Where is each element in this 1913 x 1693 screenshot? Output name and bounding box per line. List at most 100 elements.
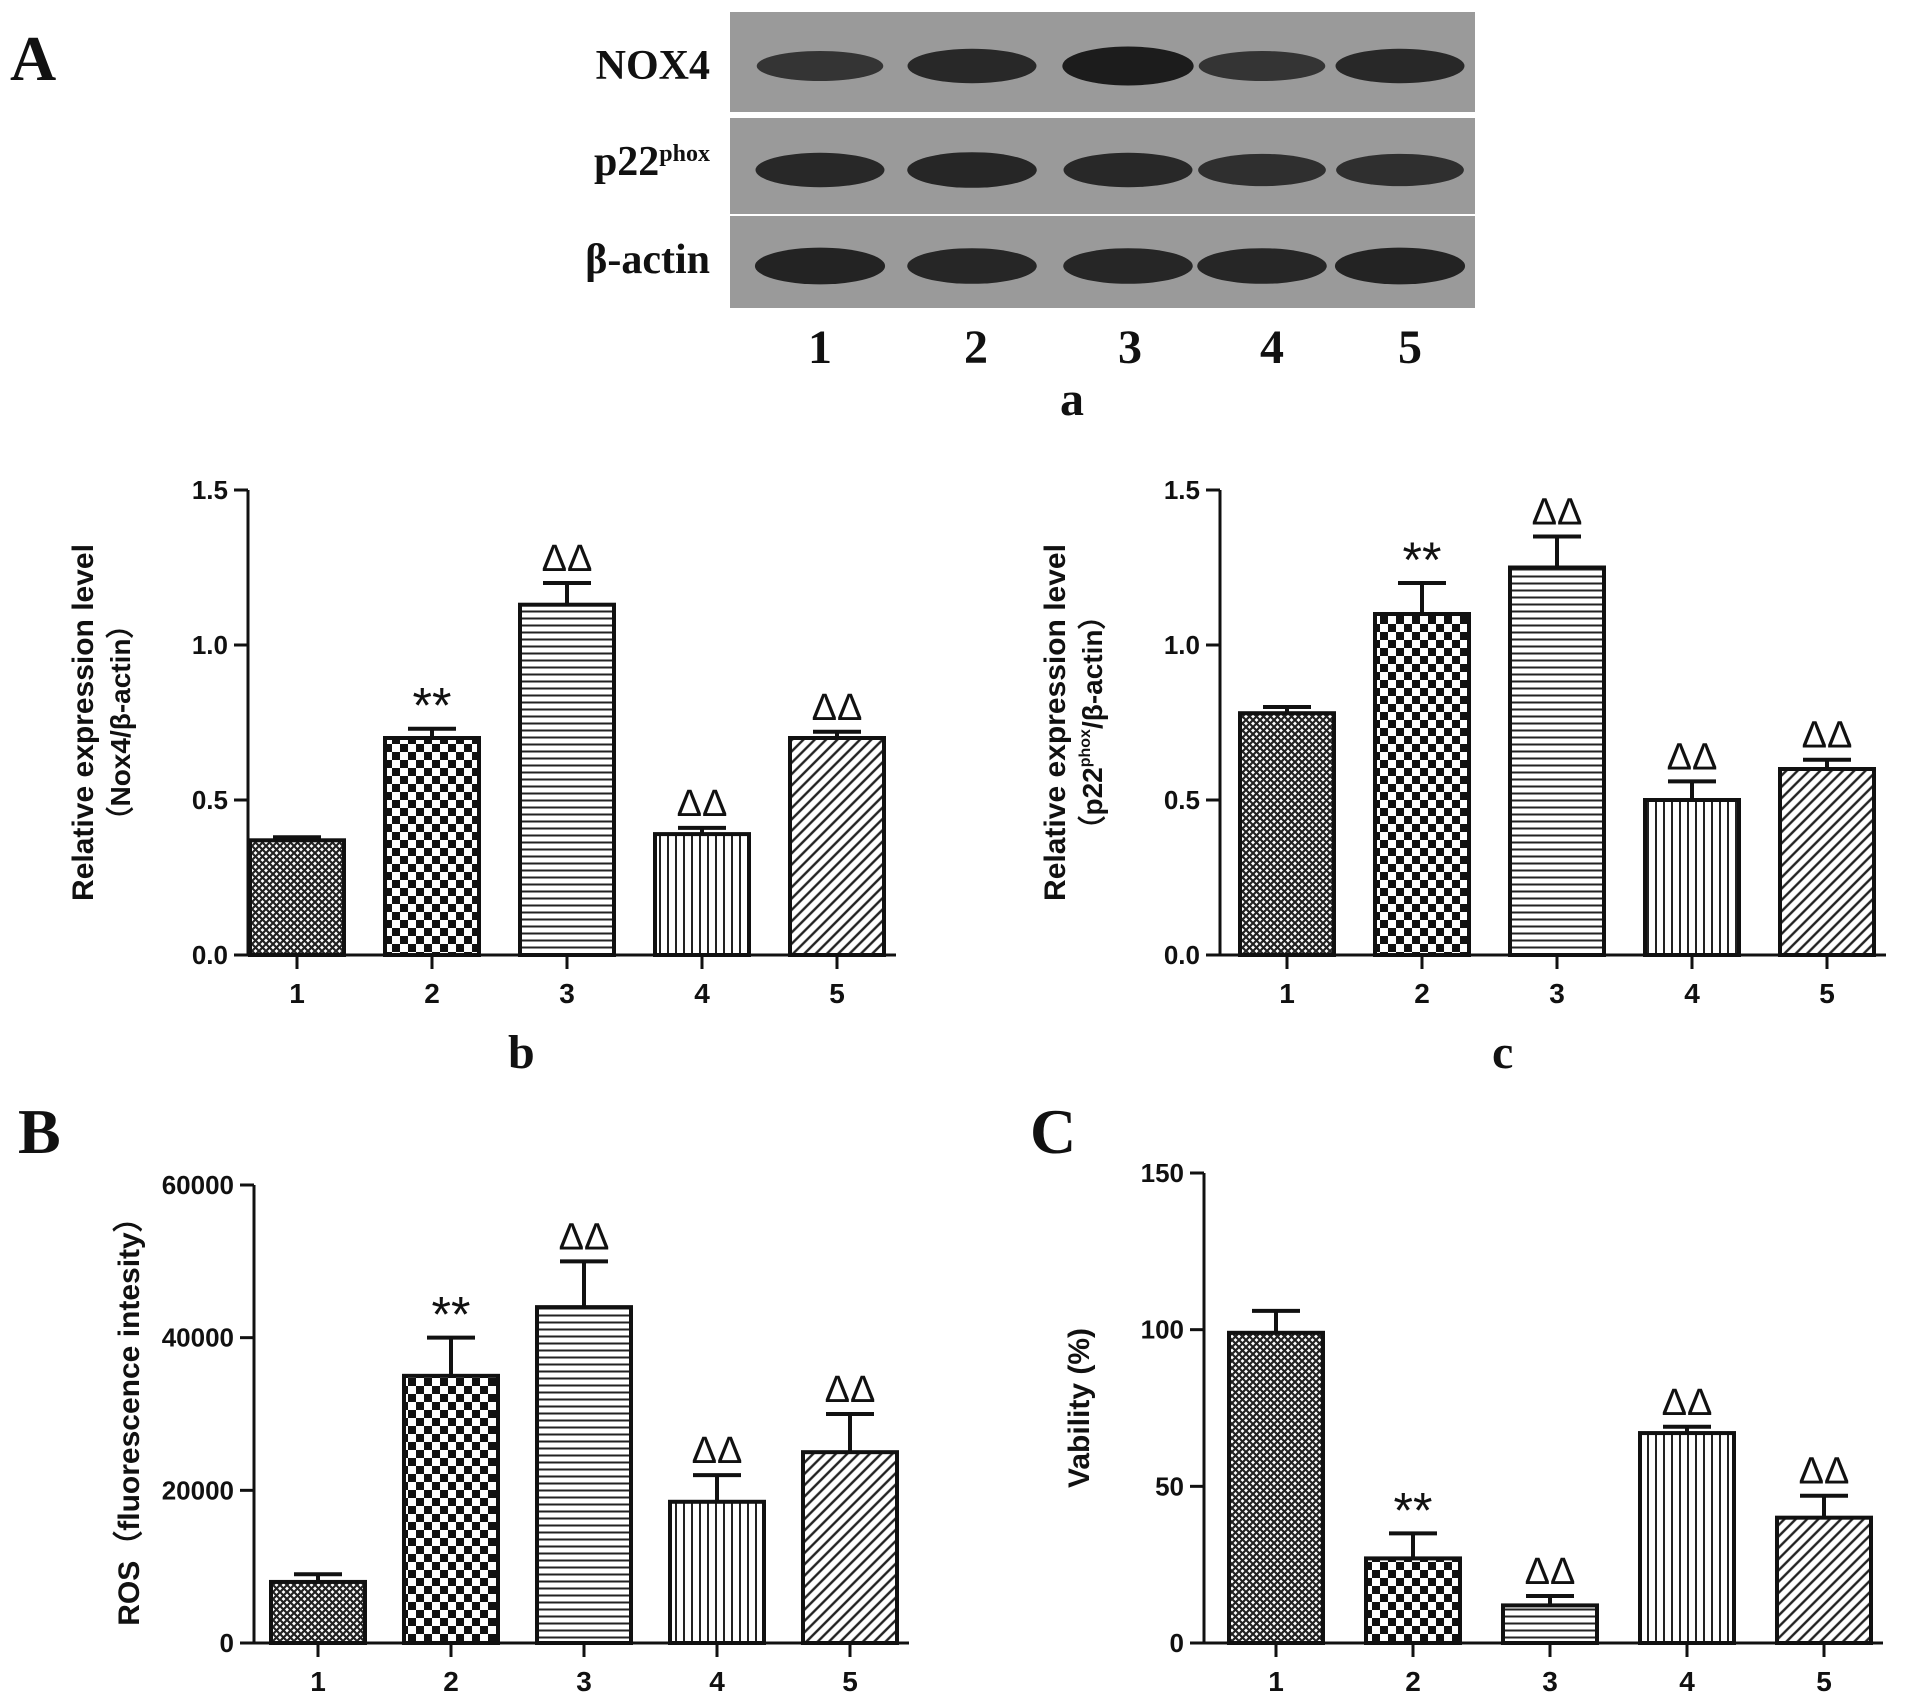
bar-1 [269,1579,367,1645]
bar-3 [1508,565,1606,957]
x-tick-label: 3 [1542,1666,1558,1693]
x-tick-label: 3 [576,1666,592,1693]
x-tick-label: 5 [829,978,845,1009]
bar-5 [788,736,886,957]
blot-band-r2-lane2 [907,152,1037,188]
blot-lane-1: 1 [808,321,832,374]
y-tick-label: 100 [1141,1315,1184,1345]
panel-label-c: C [1030,1096,1077,1167]
blot-band-r3-lane4 [1197,248,1327,284]
y-axis-label-sub: （Nox4/β-actin） [104,610,136,834]
blot-band-r1-lane2 [907,48,1037,84]
y-tick-label: 1.5 [192,475,228,505]
blot-band-r3-lane2 [907,248,1037,284]
x-tick-label: 3 [1549,978,1565,1009]
bar-3 [535,1305,633,1645]
subpanel-label-b: b [508,1026,535,1079]
blot-band-r2-lane1 [755,152,885,188]
y-axis-label: ROS（fluorescence intesity） [112,1202,146,1625]
y-tick-label: 0.5 [1164,785,1200,815]
blot-band-r1-lane4 [1198,50,1326,82]
y-tick-label: 40000 [162,1323,234,1353]
y-tick-label: 150 [1141,1158,1184,1188]
bar-chart-viability: 0 50 100 150 1 ** 2 ΔΔ 3 ΔΔ 4 ΔΔ 5 Vability (%) [1063,1158,1883,1693]
panel-label-b: B [18,1096,61,1167]
x-tick-label: 2 [443,1666,459,1693]
bar-2 [402,1373,500,1645]
x-tick-label: 1 [310,1666,326,1693]
blot-label-p22phox: p22phox [593,139,710,185]
significance-label-2: ** [413,678,452,734]
bar-2 [383,736,481,957]
x-tick-label: 5 [1816,1666,1832,1693]
blot-band-r3-lane3 [1063,248,1193,284]
blot-band-r1-lane3 [1062,46,1194,86]
bar-4 [1638,1431,1736,1646]
bar-1 [248,838,346,957]
y-axis-label-sub: （p22phox/β-actin） [1076,601,1108,843]
x-tick-label: 1 [1268,1666,1284,1693]
y-tick-label: 1.5 [1164,475,1200,505]
significance-label-2: ** [1394,1482,1433,1538]
y-tick-label: 0.5 [192,785,228,815]
significance-label-5: ΔΔ [1799,1451,1850,1493]
bar-3 [1501,1603,1599,1645]
bar-2 [1373,612,1471,957]
blot-lane-2: 2 [964,321,988,374]
significance-label-3: ΔΔ [1532,492,1583,534]
y-tick-label: 1.0 [192,630,228,660]
bar-4 [653,832,751,958]
bar-2 [1364,1556,1462,1645]
panel-label-a: A [10,23,57,94]
x-tick-label: 4 [1679,1666,1695,1693]
blot-band-r2-lane5 [1336,153,1464,187]
blot-band-r1-lane1 [756,50,884,82]
y-tick-label: 1.0 [1164,630,1200,660]
blot-lane-3: 3 [1118,321,1142,374]
x-tick-label: 5 [842,1666,858,1693]
blot-band-r1-lane5 [1335,48,1465,84]
significance-label-4: ΔΔ [692,1430,743,1472]
y-tick-label: 0 [220,1628,234,1658]
blot-lane-5: 5 [1398,321,1422,374]
significance-label-3: ΔΔ [559,1216,610,1258]
significance-label-2: ** [432,1287,471,1343]
y-tick-label: 0.0 [1164,940,1200,970]
blot-band-r3-lane5 [1334,247,1466,285]
y-tick-label: 20000 [162,1475,234,1505]
x-tick-label: 5 [1819,978,1835,1009]
y-axis-label: Vability (%) [1063,1328,1096,1488]
significance-label-5: ΔΔ [1802,715,1853,757]
bar-3 [518,602,616,957]
western-blot-image [730,12,1475,308]
bar-1 [1238,711,1336,958]
bar-4 [1643,798,1741,957]
blot-label-beta-actin: β-actin [585,237,710,283]
bar-5 [1775,1515,1873,1645]
x-tick-label: 4 [694,978,710,1009]
bar-chart-nox4: 0.0 0.5 1.0 1.5 1 ** 2 ΔΔ 3 ΔΔ 4 ΔΔ 5 Relative expres… [67,475,896,1009]
x-tick-label: 1 [289,978,305,1009]
blot-band-r3-lane1 [754,247,886,285]
x-tick-label: 1 [1279,978,1295,1009]
significance-label-5: ΔΔ [812,687,863,729]
y-tick-label: 0.0 [192,940,228,970]
y-tick-label: 50 [1155,1471,1184,1501]
x-tick-label: 4 [1684,978,1700,1009]
bar-5 [1778,767,1876,957]
bar-chart-ros: 0 20000 40000 60000 1 ** 2 ΔΔ 3 ΔΔ 4 ΔΔ 5 ROS（fluores… [112,1170,909,1693]
bar-4 [668,1499,766,1645]
significance-label-3: ΔΔ [542,538,593,580]
significance-label-4: ΔΔ [1667,736,1718,778]
significance-label-3: ΔΔ [1525,1551,1576,1593]
y-tick-label: 60000 [162,1170,234,1200]
blot-band-r2-lane3 [1063,152,1193,188]
subpanel-label-a: a [1060,373,1084,426]
blot-label-nox4: NOX4 [595,43,710,89]
x-tick-label: 3 [559,978,575,1009]
x-tick-label: 4 [709,1666,725,1693]
significance-label-2: ** [1403,532,1442,588]
significance-label-4: ΔΔ [1662,1382,1713,1424]
y-tick-label: 0 [1170,1628,1184,1658]
y-axis-label: Relative expression level [1039,544,1072,901]
